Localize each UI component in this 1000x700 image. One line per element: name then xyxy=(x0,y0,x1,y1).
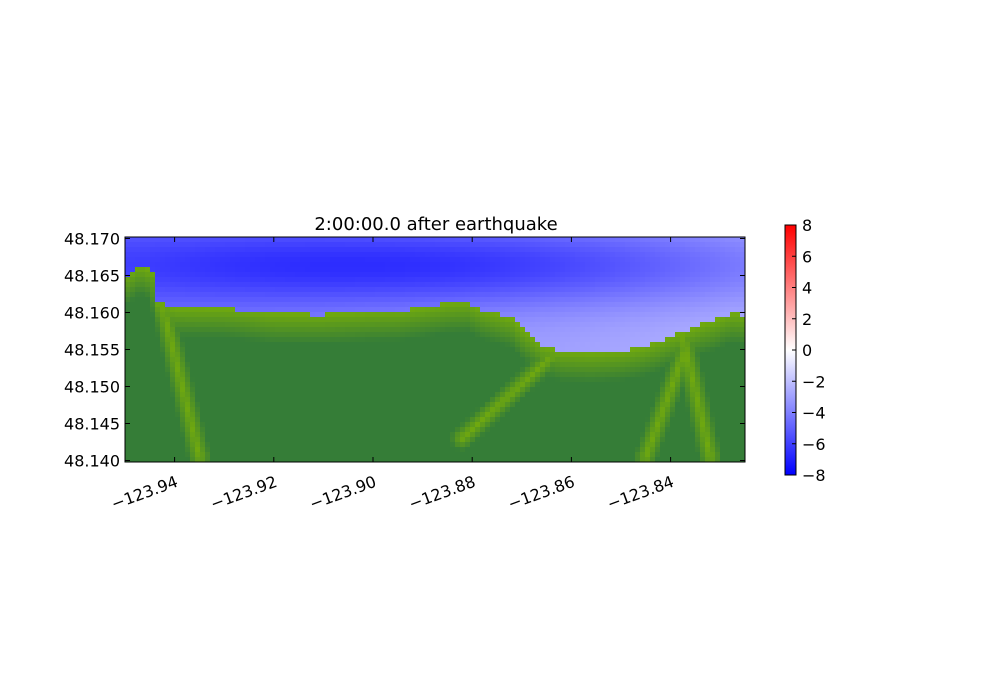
x-tick-label: −123.84 xyxy=(605,472,677,514)
y-tick-label: 48.145 xyxy=(64,415,120,434)
heatmap-image xyxy=(125,237,745,462)
y-tick-label: 48.155 xyxy=(64,341,120,360)
x-tick-label: −123.92 xyxy=(208,472,280,514)
y-tick-label: 48.140 xyxy=(64,452,120,471)
colorbar-tick-label: −8 xyxy=(802,466,826,485)
chart-title: 2:00:00.0 after earthquake xyxy=(314,214,557,235)
colorbar-axis: 8 6 4 2 0 −2 −4 −6 −8 xyxy=(792,216,826,485)
y-tick-label: 48.160 xyxy=(64,303,120,322)
colorbar-tick-label: −4 xyxy=(802,404,826,423)
colorbar-tick-label: 2 xyxy=(802,310,812,329)
y-axis: 48.140 48.145 48.150 48.155 48.160 48.165 48.1… xyxy=(64,229,745,471)
colorbar-tick-label: 0 xyxy=(802,341,812,360)
y-tick-label: 48.150 xyxy=(64,378,120,397)
colorbar-tick-label: 8 xyxy=(802,216,812,235)
x-tick-label: −123.86 xyxy=(505,472,577,514)
y-tick-label: 48.170 xyxy=(64,229,120,248)
colorbar-tick-label: 6 xyxy=(802,247,812,266)
x-tick-label: −123.90 xyxy=(307,472,379,514)
colorbar-tick-label: −6 xyxy=(802,435,826,454)
y-tick-label: 48.165 xyxy=(64,266,120,285)
colorbar-tick-label: −2 xyxy=(802,372,826,391)
plot-area xyxy=(125,237,745,462)
x-tick-label: −123.88 xyxy=(406,472,478,514)
x-tick-label: −123.94 xyxy=(109,472,181,514)
colorbar-tick-label: 4 xyxy=(802,279,812,298)
